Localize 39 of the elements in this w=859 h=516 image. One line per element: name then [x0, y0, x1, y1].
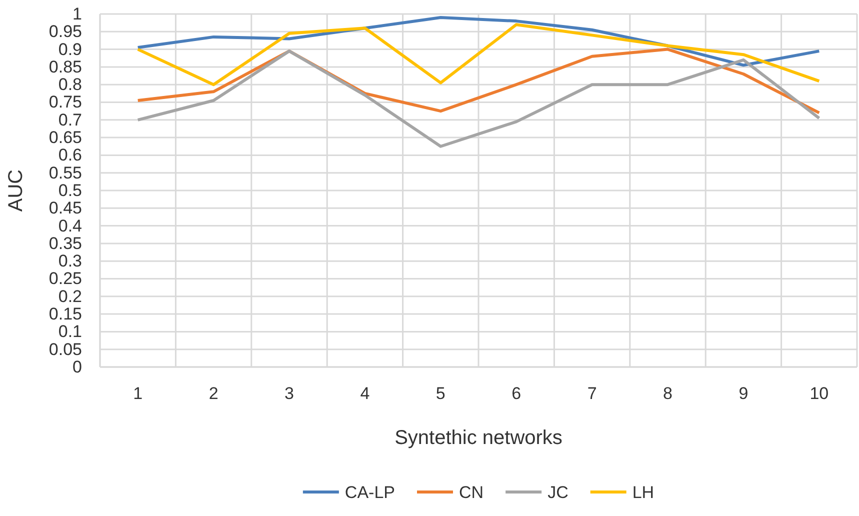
y-tick-label: 0.5 [58, 180, 82, 200]
x-tick-label: 8 [663, 384, 672, 404]
y-tick-label: 0.2 [58, 286, 82, 306]
y-tick-label: 0.4 [58, 216, 82, 236]
y-tick-label: 0.7 [58, 110, 82, 130]
x-tick-label: 5 [436, 384, 446, 404]
y-tick-label: 0.15 [48, 304, 82, 324]
x-tick-label: 10 [810, 384, 829, 404]
y-tick-label: 0.8 [58, 75, 82, 94]
x-tick-label: 3 [284, 384, 294, 404]
y-tick-label: 0 [72, 357, 82, 376]
x-tick-label: 2 [208, 384, 218, 404]
x-axis-title: Syntethic networks [394, 427, 562, 449]
y-tick-label: 0.45 [48, 198, 82, 218]
y-tick-label: 0.95 [48, 22, 82, 42]
y-tick-label: 0.9 [58, 40, 82, 59]
y-tick-label: 0.3 [58, 252, 82, 271]
x-tick-label: 6 [512, 384, 522, 404]
y-tick-label: 1 [72, 4, 82, 24]
y-tick-label: 0.85 [48, 57, 82, 76]
legend-label: CA-LP [344, 483, 395, 502]
y-tick-label: 0.05 [48, 340, 82, 359]
line-series [136, 23, 821, 86]
line-series [136, 50, 821, 148]
y-tick-label: 0.65 [48, 128, 82, 147]
x-tick-label: 1 [133, 384, 143, 404]
x-tick-label: 4 [360, 384, 370, 404]
y-axis-title: AUC [5, 169, 27, 212]
legend-label: JC [548, 483, 568, 502]
legend-label: LH [632, 483, 654, 502]
y-tick-label: 0.55 [48, 163, 82, 182]
legend-label: CN [459, 483, 484, 502]
x-tick-label: 7 [587, 384, 597, 404]
x-tick-label: 9 [738, 384, 748, 404]
y-tick-label: 0.25 [48, 269, 82, 288]
y-tick-label: 0.35 [48, 234, 82, 253]
y-tick-label: 0.6 [58, 146, 82, 165]
y-tick-label: 0.1 [58, 322, 82, 342]
y-tick-label: 0.75 [48, 92, 82, 112]
